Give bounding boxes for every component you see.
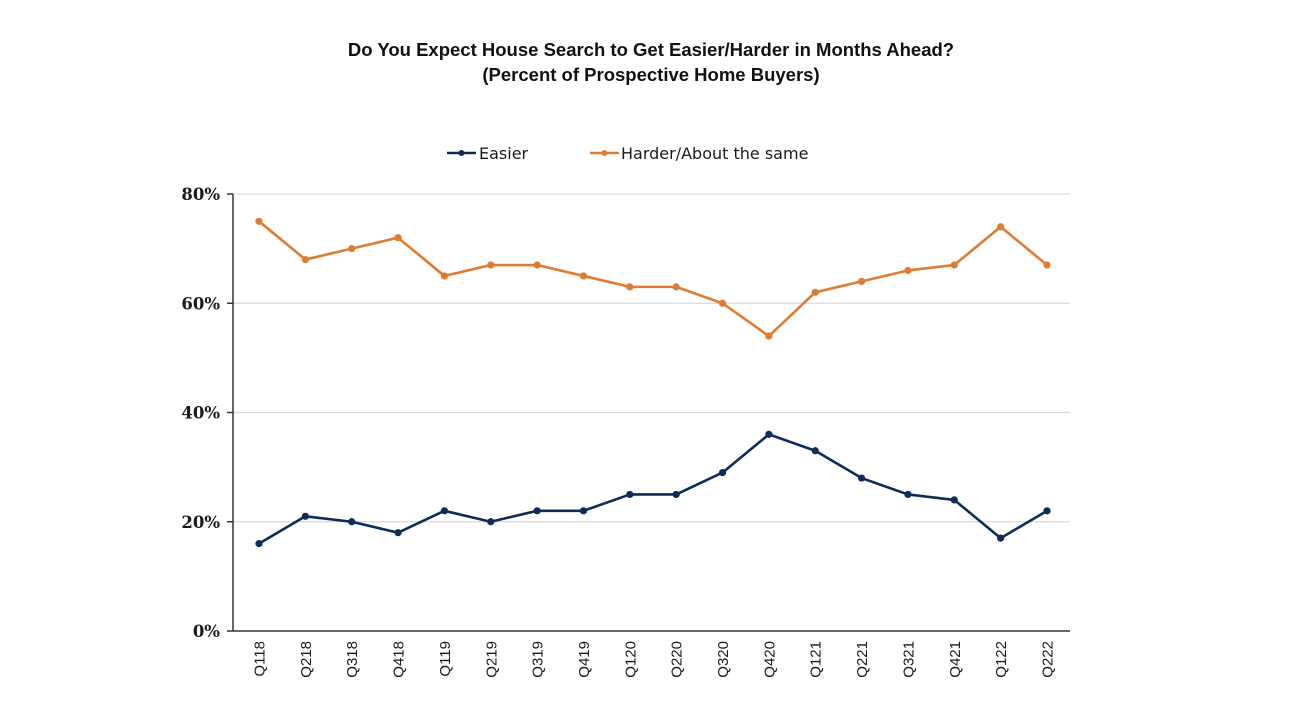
x-tick-label: Q120 (622, 641, 639, 678)
data-point[interactable] (672, 490, 680, 499)
data-point[interactable] (811, 447, 819, 455)
data-point[interactable] (533, 261, 541, 269)
y-axis: 0% 20% 40% 60% 80% (181, 185, 234, 641)
y-tick-label: 60% (181, 294, 220, 313)
legend-marker-harder (601, 150, 608, 156)
series-line (258, 220, 1048, 338)
data-point[interactable] (626, 283, 634, 291)
y-tick-label: 80% (181, 185, 220, 204)
data-point[interactable] (997, 534, 1005, 542)
data-point[interactable] (626, 490, 634, 499)
data-point[interactable] (718, 468, 727, 477)
data-point[interactable] (348, 518, 356, 526)
data-point[interactable] (579, 272, 588, 280)
series-line (258, 433, 1048, 545)
data-point[interactable] (765, 430, 773, 438)
x-tick-label: Q221 (854, 641, 871, 678)
x-axis: Q118 Q218 Q318 Q418 Q119 Q219 Q319 Q419 Q120 Q220… (233, 630, 1070, 678)
data-point[interactable] (301, 512, 309, 520)
data-point[interactable] (394, 234, 402, 242)
x-tick-label: Q220 (669, 641, 686, 678)
x-tick-label: Q418 (391, 641, 408, 678)
data-point[interactable] (718, 299, 727, 307)
data-point[interactable] (487, 261, 495, 269)
legend-label-harder: Harder/About the same (621, 144, 808, 163)
series-easier (255, 430, 1051, 548)
data-point[interactable] (997, 223, 1005, 231)
data-point[interactable] (440, 507, 449, 515)
data-point[interactable] (672, 283, 680, 291)
data-point[interactable] (950, 261, 958, 269)
legend-label-easier: Easier (479, 144, 529, 163)
data-point[interactable] (394, 529, 402, 537)
data-point[interactable] (1043, 261, 1051, 269)
data-point[interactable] (811, 288, 819, 296)
data-point[interactable] (255, 217, 263, 225)
data-point[interactable] (301, 255, 309, 264)
y-tick-label: 20% (181, 513, 220, 532)
data-point[interactable] (950, 496, 958, 504)
series-harder (255, 217, 1051, 340)
data-point[interactable] (348, 245, 356, 253)
x-tick-label: Q121 (808, 641, 825, 678)
x-tick-label: Q319 (530, 641, 547, 678)
chart-subtitle: (Percent of Prospective Home Buyers) (482, 64, 819, 85)
y-tick-label: 0% (193, 622, 220, 641)
x-tick-label: Q219 (483, 641, 500, 678)
x-tick-label: Q118 (252, 641, 269, 677)
x-tick-label: Q119 (437, 641, 454, 677)
x-tick-label: Q122 (993, 641, 1010, 678)
data-point[interactable] (579, 507, 588, 515)
chart-title: Do You Expect House Search to Get Easier… (348, 39, 954, 60)
data-point[interactable] (904, 266, 912, 275)
legend-item-easier[interactable]: Easier (447, 144, 529, 163)
data-point[interactable] (255, 540, 263, 548)
legend-marker-easier (458, 150, 465, 156)
data-point[interactable] (904, 490, 912, 499)
data-point[interactable] (1043, 507, 1051, 515)
series-group (255, 217, 1051, 548)
data-point[interactable] (857, 474, 866, 482)
legend-item-harder[interactable]: Harder/About the same (590, 144, 808, 163)
x-tick-label: Q420 (761, 641, 778, 678)
legend: Easier Harder/About the same (447, 144, 808, 163)
data-point[interactable] (487, 518, 495, 526)
x-tick-label: Q421 (947, 641, 964, 678)
data-point[interactable] (857, 277, 866, 285)
data-point[interactable] (533, 507, 541, 515)
x-tick-label: Q218 (298, 641, 315, 678)
data-point[interactable] (765, 332, 773, 340)
x-tick-label: Q419 (576, 641, 593, 678)
y-tick-label: 40% (181, 404, 220, 423)
x-tick-label: Q222 (1040, 641, 1057, 678)
x-tick-label: Q321 (900, 641, 917, 678)
x-tick-label: Q318 (344, 641, 361, 678)
x-tick-label: Q320 (715, 641, 732, 678)
gridlines (233, 193, 1070, 523)
data-point[interactable] (440, 272, 449, 280)
